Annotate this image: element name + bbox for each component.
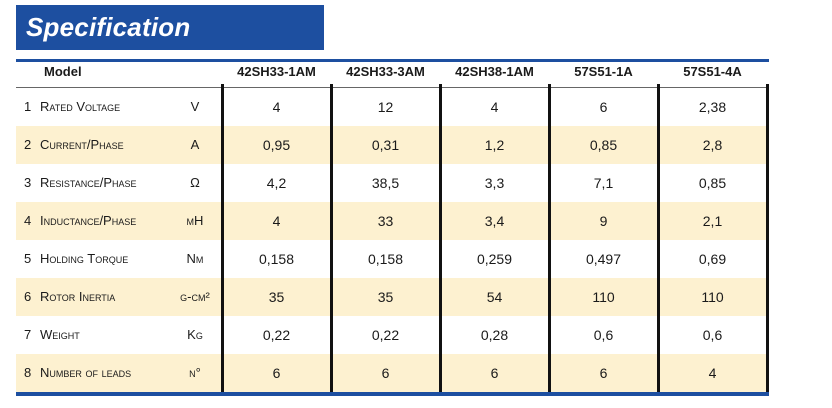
table-cell: 0,31 bbox=[371, 137, 400, 153]
table-cell: 110 bbox=[701, 289, 724, 305]
table-cell: 9 bbox=[599, 213, 608, 229]
table-cell: 0,22 bbox=[262, 327, 291, 343]
table-row: 4 Inductance/Phase mH 4 33 3,4 9 2,1 bbox=[16, 202, 769, 240]
table-header: Model 42SH33-1AM 42SH33-3AM 42SH38-1AM 5… bbox=[16, 62, 769, 84]
table-cell: 33 bbox=[377, 213, 394, 229]
table-row: 1 Rated Voltage V 4 12 4 6 2,38 bbox=[16, 88, 769, 126]
table-row: 6 Rotor Inertia g-cm² 35 35 54 110 110 bbox=[16, 278, 769, 316]
table-row: 3 Resistance/Phase Ω 4,2 38,5 3,3 7,1 0,8… bbox=[16, 164, 769, 202]
row-label: 1 Rated Voltage bbox=[24, 99, 121, 114]
table-cell: 110 bbox=[592, 289, 615, 305]
table-cell: 2,1 bbox=[702, 213, 723, 229]
column-divider bbox=[221, 84, 224, 395]
table-cell: 6 bbox=[599, 365, 608, 381]
model-header-4: 57S51-1A bbox=[574, 64, 633, 79]
table-cell: 6 bbox=[381, 365, 390, 381]
model-header-5: 57S51-4A bbox=[683, 64, 742, 79]
table-cell: 0,69 bbox=[698, 251, 727, 267]
column-divider bbox=[766, 84, 769, 395]
row-unit: Kg bbox=[187, 327, 203, 342]
table-cell: 35 bbox=[377, 289, 394, 305]
header-divider bbox=[16, 87, 769, 88]
row-label: 2 Current/Phase bbox=[24, 137, 124, 152]
table-cell: 4 bbox=[708, 365, 717, 381]
row-unit: Ω bbox=[190, 175, 200, 190]
row-unit: A bbox=[190, 137, 200, 152]
row-label: 3 Resistance/Phase bbox=[24, 175, 137, 190]
table-cell: 7,1 bbox=[593, 175, 614, 191]
table-cell: 0,259 bbox=[476, 251, 513, 267]
table-row: 8 Number of leads n° 6 6 6 6 4 bbox=[16, 354, 769, 392]
row-unit: n° bbox=[189, 365, 201, 380]
table-bottom-rule bbox=[16, 392, 769, 396]
model-header-3: 42SH38-1AM bbox=[455, 64, 534, 79]
table-cell: 4 bbox=[272, 99, 281, 115]
table-cell: 0,85 bbox=[698, 175, 727, 191]
table-cell: 38,5 bbox=[371, 175, 400, 191]
table-cell: 2,8 bbox=[702, 137, 723, 153]
model-header: Model bbox=[44, 64, 82, 79]
table-cell: 4 bbox=[490, 99, 499, 115]
model-header-1: 42SH33-1AM bbox=[237, 64, 316, 79]
row-unit: g-cm² bbox=[180, 289, 210, 304]
title-banner: Specification bbox=[16, 5, 324, 50]
header-top-rule bbox=[16, 59, 769, 62]
table-cell: 6 bbox=[490, 365, 499, 381]
table-cell: 12 bbox=[377, 99, 394, 115]
row-unit: V bbox=[190, 99, 200, 114]
table-cell: 54 bbox=[486, 289, 503, 305]
row-label: 6 Rotor Inertia bbox=[24, 289, 116, 304]
column-divider bbox=[330, 84, 333, 395]
table-cell: 6 bbox=[599, 99, 608, 115]
table-cell: 1,2 bbox=[484, 137, 505, 153]
page-title: Specification bbox=[26, 12, 191, 42]
row-unit: Nm bbox=[186, 251, 204, 266]
row-label: 7 Weight bbox=[24, 327, 80, 342]
table-cell: 0,22 bbox=[371, 327, 400, 343]
table-cell: 0,6 bbox=[702, 327, 723, 343]
table-cell: 0,28 bbox=[480, 327, 509, 343]
table-row: 7 Weight Kg 0,22 0,22 0,28 0,6 0,6 bbox=[16, 316, 769, 354]
table-row: 5 Holding Torque Nm 0,158 0,158 0,259 0,4… bbox=[16, 240, 769, 278]
column-divider bbox=[439, 84, 442, 395]
column-divider bbox=[548, 84, 551, 395]
row-label: 5 Holding Torque bbox=[24, 251, 129, 266]
table-cell: 0,95 bbox=[262, 137, 291, 153]
table-cell: 3,4 bbox=[484, 213, 505, 229]
table-cell: 0,6 bbox=[593, 327, 614, 343]
table-cell: 0,158 bbox=[367, 251, 404, 267]
table-cell: 4 bbox=[272, 213, 281, 229]
table-cell: 0,497 bbox=[585, 251, 622, 267]
model-header-2: 42SH33-3AM bbox=[346, 64, 425, 79]
row-unit: mH bbox=[186, 213, 204, 228]
table-cell: 2,38 bbox=[698, 99, 727, 115]
row-label: 8 Number of leads bbox=[24, 365, 132, 380]
column-divider bbox=[657, 84, 660, 395]
table-cell: 0,158 bbox=[258, 251, 295, 267]
table-cell: 4,2 bbox=[266, 175, 287, 191]
table-cell: 6 bbox=[272, 365, 281, 381]
row-label: 4 Inductance/Phase bbox=[24, 213, 137, 228]
table-cell: 35 bbox=[268, 289, 285, 305]
table-cell: 3,3 bbox=[484, 175, 505, 191]
table-row: 2 Current/Phase A 0,95 0,31 1,2 0,85 2,8 bbox=[16, 126, 769, 164]
table-cell: 0,85 bbox=[589, 137, 618, 153]
